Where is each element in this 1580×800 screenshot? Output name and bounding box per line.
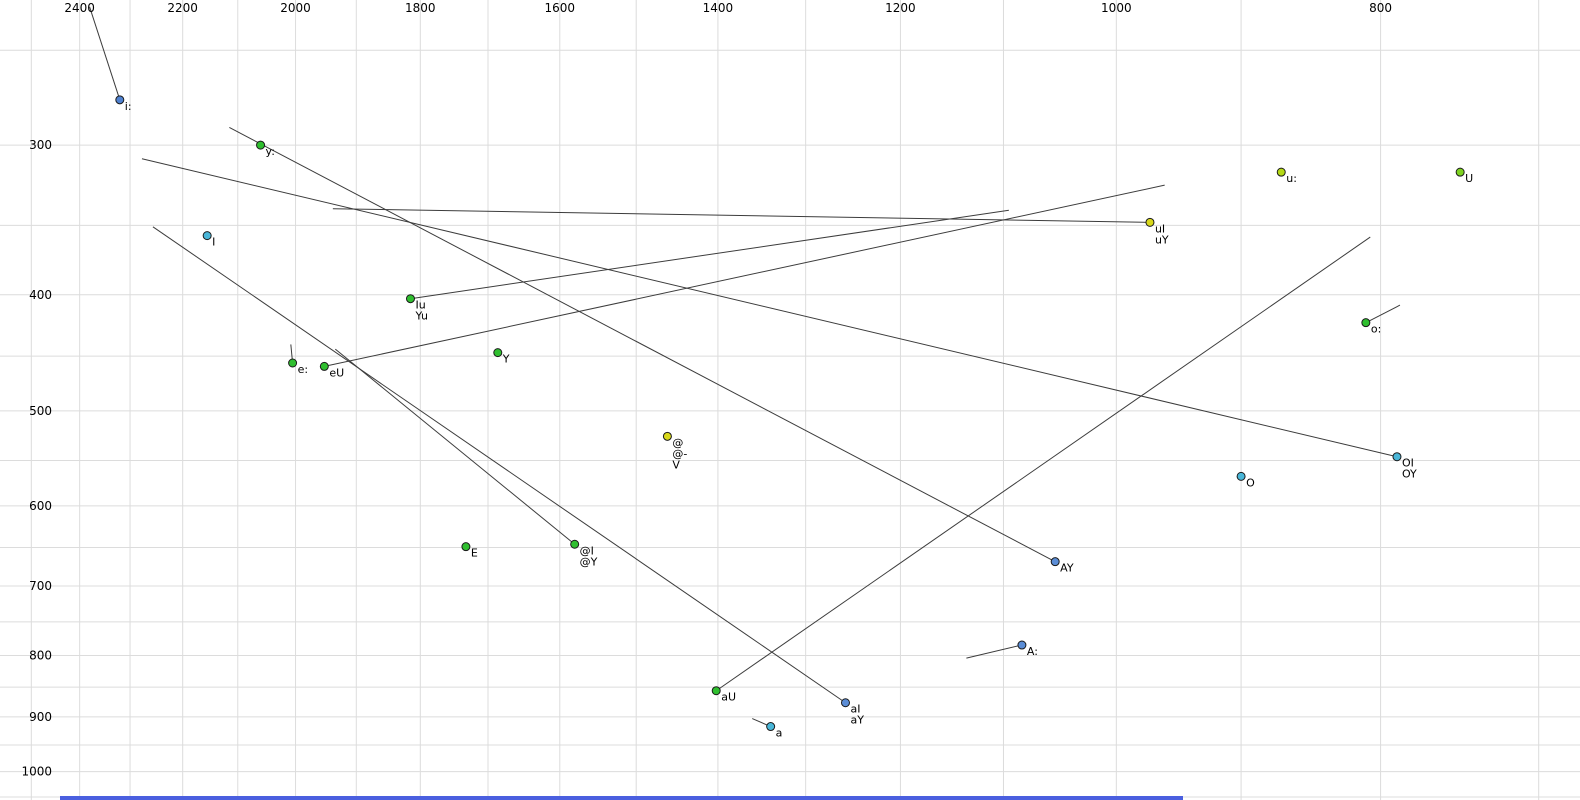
x-tick-label: 800 [1369, 1, 1392, 15]
vowel-label: @I [580, 544, 594, 557]
vowel-label: U [1465, 172, 1473, 185]
vowel-point[interactable] [256, 140, 266, 150]
vowel-point[interactable] [662, 431, 672, 441]
vowel-point[interactable] [1455, 167, 1465, 177]
y-tick-label: 500 [29, 404, 52, 418]
vowel-point[interactable] [1145, 217, 1155, 227]
y-tick-label: 900 [29, 710, 52, 724]
x-tick-label: 1000 [1101, 1, 1132, 15]
y-tick-label: 700 [29, 579, 52, 593]
x-tick-label: 2200 [167, 1, 198, 15]
trajectory-line [1365, 304, 1401, 324]
vowel-point[interactable] [1361, 318, 1371, 328]
vowel-point[interactable] [202, 231, 212, 241]
y-tick-label: 1000 [21, 765, 52, 779]
vowel-point[interactable] [288, 358, 298, 368]
vowel-point[interactable] [115, 95, 125, 105]
trajectory-line [966, 644, 1023, 659]
vowel-label: @ [672, 436, 683, 449]
trajectory-line [334, 348, 575, 545]
vowel-label: a [776, 727, 783, 740]
x-tick-label: 2400 [64, 1, 95, 15]
x-tick-label: 2000 [280, 1, 311, 15]
y-tick-label: 300 [29, 138, 52, 152]
vowel-label: y: [266, 145, 275, 158]
x-tick-label: 1800 [405, 1, 436, 15]
vowel-label: uY [1155, 233, 1169, 246]
vowel-label: E [471, 547, 478, 560]
trajectory-line [715, 236, 1371, 692]
vowel-label: uI [1155, 222, 1165, 235]
vowel-point[interactable] [1236, 471, 1246, 481]
x-tick-label: 1200 [885, 1, 916, 15]
x-tick-label: 1600 [545, 1, 576, 15]
vowel-label: OY [1402, 468, 1417, 481]
vowel-label: aI [850, 703, 860, 716]
vowel-point[interactable] [493, 348, 503, 358]
trajectory-line [324, 184, 1165, 367]
vowel-point[interactable] [1276, 167, 1286, 177]
y-tick-label: 400 [29, 288, 52, 302]
vowel-label: V [672, 458, 680, 471]
vowel-point[interactable] [840, 698, 850, 708]
trajectory-line [141, 158, 1398, 458]
vowel-point[interactable] [1392, 452, 1402, 462]
vowel-label: o: [1371, 323, 1381, 336]
vowel-label: Y [502, 353, 510, 366]
vowel-point[interactable] [405, 294, 415, 304]
vowel-point[interactable] [461, 542, 471, 552]
y-tick-label: 800 [29, 649, 52, 663]
vowel-point[interactable] [319, 361, 329, 371]
vowel-label: aU [721, 691, 736, 704]
vowel-label: u: [1286, 172, 1297, 185]
vowel-label: eU [329, 366, 344, 379]
vowel-point[interactable] [711, 686, 721, 696]
trajectory-line [410, 209, 1009, 300]
trajectory-line [332, 208, 1150, 223]
y-tick-label: 600 [29, 499, 52, 513]
trajectory-line [229, 127, 1056, 563]
vowel-label: Iu [415, 299, 425, 312]
vowel-point[interactable] [1017, 640, 1027, 650]
trajectory-line [89, 6, 121, 100]
vowel-label: AY [1060, 562, 1074, 575]
vowel-point[interactable] [766, 722, 776, 732]
vowel-label: aY [850, 714, 864, 727]
vowel-label: i: [125, 100, 132, 113]
vowel-label: Yu [414, 310, 427, 323]
vowel-label: @- [672, 447, 687, 460]
vowel-point[interactable] [570, 539, 580, 549]
trajectory-line [152, 226, 846, 704]
vowel-label: e: [298, 363, 308, 376]
vowel-label: O [1246, 476, 1255, 489]
vowel-label: OI [1402, 457, 1414, 470]
vowel-label: A: [1027, 645, 1038, 658]
bottom-scrollbar[interactable] [60, 796, 1183, 800]
vowel-point[interactable] [1050, 557, 1060, 567]
x-tick-label: 1400 [703, 1, 734, 15]
vowel-label: I [212, 236, 215, 249]
vowel-label: @Y [580, 555, 598, 568]
